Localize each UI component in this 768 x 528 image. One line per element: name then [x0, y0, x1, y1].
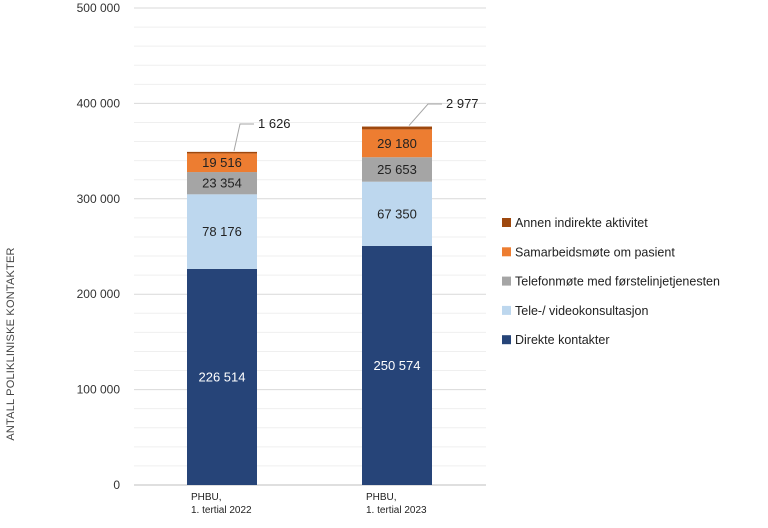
label-leader-line: [408, 103, 442, 126]
data-label: 67 350: [377, 206, 417, 221]
y-axis-ticks: 0 100 000 200 000 300 000 400 000 500 000: [77, 1, 121, 492]
bar-segment: [187, 194, 257, 269]
data-label: 29 180: [377, 136, 417, 151]
bar-segment: [362, 181, 432, 246]
bar-segment: [187, 268, 257, 485]
bar-segment: [187, 151, 257, 154]
data-label: 226 514: [199, 369, 246, 384]
bar-segment: [362, 245, 432, 485]
legend-label: Samarbeidsmøte om pasient: [515, 245, 675, 259]
data-label: 1 626: [258, 116, 291, 131]
legend-label: Direkte kontakter: [515, 333, 609, 347]
bar-stacks: [187, 126, 432, 485]
category-label: 1. tertial 2022: [191, 505, 252, 516]
label-leader-line: [233, 123, 254, 151]
bar-segment: [362, 129, 432, 158]
category-label: PHBU,: [191, 492, 222, 503]
legend-swatch: [502, 218, 511, 227]
legend-label: Tele-/ videokonsultasjon: [515, 304, 648, 318]
data-label: 19 516: [202, 155, 242, 170]
data-label: 23 354: [202, 176, 242, 191]
bar-segment: [362, 157, 432, 182]
legend-swatch: [502, 276, 511, 286]
y-tick-label: 100 000: [77, 383, 121, 397]
y-tick-label: 300 000: [77, 192, 121, 206]
bar-segment: [187, 153, 257, 173]
legend: Annen indirekte aktivitet Samarbeidsmøte …: [502, 216, 720, 347]
legend-label: Annen indirekte aktivitet: [515, 216, 648, 230]
category-label: 1. tertial 2023: [366, 505, 427, 516]
data-label: 2 977: [446, 96, 479, 111]
y-tick-label: 0: [113, 478, 120, 492]
y-tick-label: 200 000: [77, 287, 121, 301]
y-tick-label: 500 000: [77, 1, 121, 15]
legend-swatch: [502, 247, 511, 257]
legend-swatch: [502, 335, 511, 345]
legend-swatch: [502, 305, 511, 315]
legend-label: Telefonmøte med førstelinjetjenesten: [515, 275, 720, 289]
y-tick-label: 400 000: [77, 96, 121, 110]
bar-segment: [187, 172, 257, 195]
data-label: 250 574: [374, 358, 421, 373]
y-axis-label: ANTALL POLIKLINISKE KONTAKTER: [5, 247, 17, 440]
data-labels: 226 514 78 176 23 354 19 516 1 626 250 574 67 …: [199, 96, 479, 384]
gridlines: [134, 7, 486, 486]
category-label: PHBU,: [366, 492, 397, 503]
bar-segment: [362, 126, 432, 130]
data-label: 25 653: [377, 162, 417, 177]
category-labels: PHBU, 1. tertial 2022 PHBU, 1. tertial 2023: [191, 492, 427, 516]
data-label: 78 176: [202, 224, 242, 239]
